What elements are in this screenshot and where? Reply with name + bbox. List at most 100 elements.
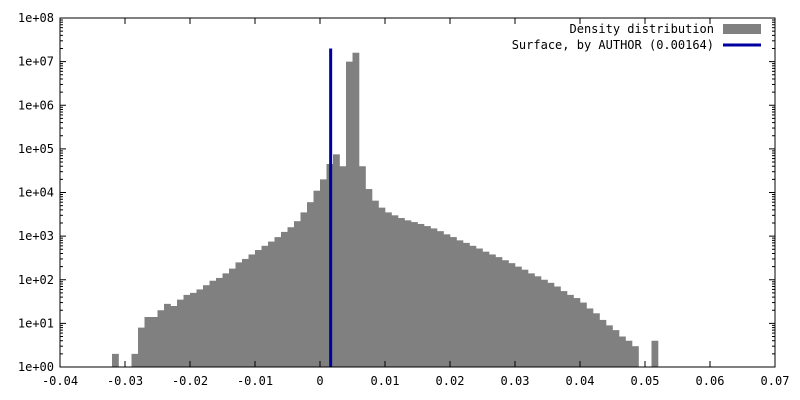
- histogram-bar: [404, 220, 412, 367]
- y-tick-label: 1e+07: [18, 55, 54, 69]
- histogram-bar: [177, 299, 184, 367]
- histogram-bar: [248, 254, 256, 367]
- y-tick-label: 1e+06: [18, 98, 54, 112]
- histogram-bar: [157, 310, 165, 367]
- histogram-bar: [508, 263, 516, 367]
- histogram-bar: [450, 237, 457, 367]
- histogram-bar: [619, 336, 626, 367]
- histogram-bar: [164, 303, 171, 367]
- x-tick-label: 0.05: [631, 374, 660, 388]
- histogram-bar: [417, 223, 425, 367]
- histogram-bar: [346, 61, 353, 368]
- histogram-bar: [320, 179, 327, 367]
- histogram-bar: [183, 294, 191, 367]
- histogram-bar: [203, 285, 210, 367]
- x-tick-label: -0.01: [237, 374, 273, 388]
- histogram-bar: [515, 266, 522, 367]
- histogram-bar: [378, 207, 386, 367]
- histogram-bar: [112, 353, 119, 367]
- histogram-bar: [554, 286, 561, 367]
- histogram-bar: [560, 291, 568, 367]
- x-tick-label: 0.01: [371, 374, 400, 388]
- histogram-bar: [424, 226, 431, 367]
- histogram-bar: [632, 346, 639, 367]
- histogram-bar: [567, 294, 574, 367]
- histogram-bar: [489, 254, 496, 367]
- histogram-bar: [469, 245, 477, 367]
- histogram-bar: [547, 282, 555, 367]
- histogram-bar: [593, 313, 600, 367]
- x-axis: -0.04 -0.03 -0.02 -0.01 0 0.01 0.02 0.03 0.04 0.0…: [42, 18, 790, 388]
- histogram-bar: [625, 340, 633, 367]
- histogram-bar: [534, 276, 542, 367]
- histogram-bar: [495, 257, 503, 367]
- histogram-bar: [541, 279, 548, 367]
- histogram-bar: [521, 269, 529, 367]
- x-tick-label: 0.06: [696, 374, 725, 388]
- histogram-bar: [307, 202, 314, 367]
- y-tick-label: 1e+01: [18, 316, 54, 330]
- x-tick-label: 0.02: [436, 374, 465, 388]
- histogram-bar: [151, 317, 158, 367]
- histogram-bar: [242, 258, 249, 367]
- legend: Density distribution Surface, by AUTHOR …: [512, 22, 761, 52]
- histogram-bar: [216, 277, 223, 367]
- legend-swatch-density: [723, 24, 761, 34]
- x-tick-label: 0.04: [566, 374, 595, 388]
- histogram-bar: [437, 231, 444, 367]
- histogram-bar: [170, 306, 178, 367]
- histogram-bar: [339, 166, 347, 367]
- histogram-bar: [365, 189, 373, 367]
- histogram-bar: [528, 273, 535, 367]
- x-tick-label: -0.04: [42, 374, 78, 388]
- histogram-bar: [580, 302, 587, 367]
- y-tick-label: 1e+04: [18, 186, 54, 200]
- histogram-bar: [502, 260, 509, 367]
- histogram-bar: [190, 292, 197, 367]
- histogram-bar: [352, 52, 360, 367]
- histogram-bar: [229, 268, 236, 367]
- histogram-bar: [599, 319, 607, 367]
- histogram-bar: [261, 245, 269, 367]
- y-tick-label: 1e+02: [18, 273, 54, 287]
- histogram-bars: [112, 52, 659, 368]
- histogram-bar: [606, 325, 613, 367]
- histogram-bar: [333, 154, 340, 367]
- histogram-bar: [482, 251, 490, 367]
- x-tick-label: -0.03: [107, 374, 143, 388]
- x-tick-label: 0.07: [761, 374, 790, 388]
- histogram-bar: [612, 330, 620, 367]
- histogram-bar: [411, 222, 418, 367]
- histogram-bar: [235, 262, 243, 367]
- histogram-bar: [385, 212, 392, 367]
- histogram-bar: [294, 221, 301, 367]
- histogram-bar: [287, 227, 295, 367]
- histogram-bar: [398, 218, 405, 367]
- histogram-bar: [131, 353, 139, 367]
- y-tick-label: 1e+03: [18, 229, 54, 243]
- histogram-bar: [476, 248, 483, 367]
- histogram-bar: [222, 273, 230, 367]
- histogram-bar: [274, 237, 282, 367]
- x-tick-label: 0: [316, 374, 323, 388]
- histogram-bar: [313, 190, 321, 367]
- histogram-bar: [463, 242, 470, 367]
- y-tick-label: 1e+00: [18, 360, 54, 374]
- histogram-bar: [586, 308, 594, 367]
- histogram-bar: [651, 340, 659, 367]
- histogram-bar: [255, 250, 262, 367]
- histogram-bar: [430, 228, 438, 367]
- histogram-bar: [372, 200, 379, 367]
- y-tick-label: 1e+08: [18, 11, 54, 25]
- histogram-bar: [281, 231, 288, 367]
- histogram-bar: [573, 298, 581, 367]
- histogram-bar: [391, 215, 399, 367]
- histogram-bar: [196, 289, 204, 367]
- histogram-bar: [300, 212, 308, 367]
- x-tick-label: -0.02: [172, 374, 208, 388]
- histogram-bar: [144, 317, 152, 367]
- x-tick-label: 0.03: [501, 374, 530, 388]
- legend-label-surface: Surface, by AUTHOR (0.00164): [512, 38, 714, 52]
- histogram-bar: [359, 166, 366, 367]
- y-axis: 1e+00 1e+01 1e+02 1e+03 1e+04 1e+05 1e+06 1e+07…: [18, 11, 775, 374]
